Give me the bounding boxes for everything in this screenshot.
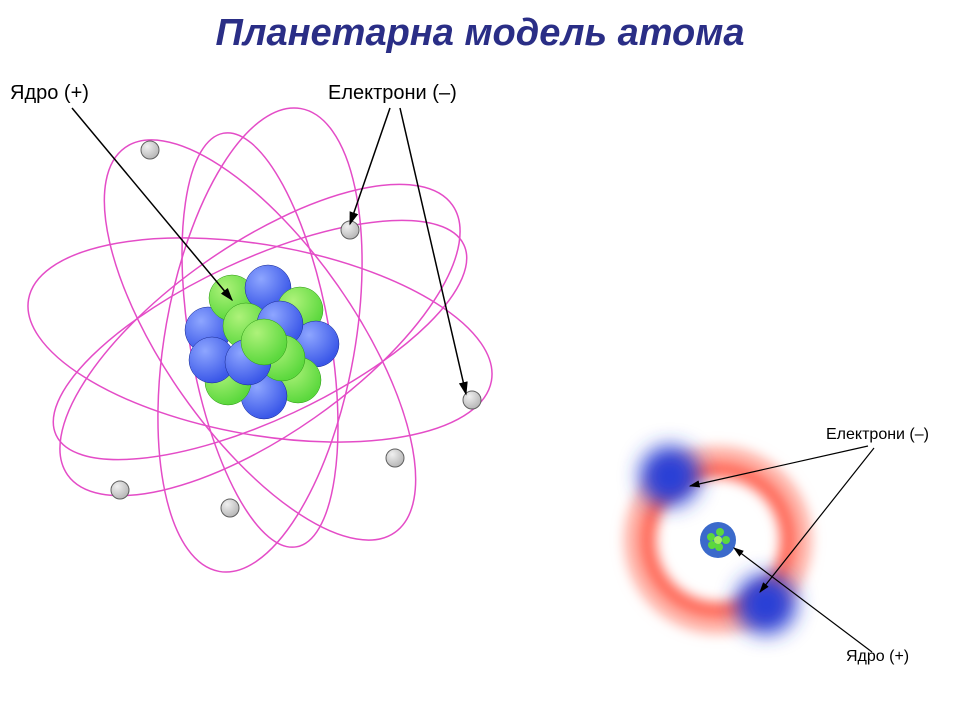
electron-cloud bbox=[640, 446, 700, 506]
diagram-svg bbox=[0, 0, 960, 720]
electron-cloud bbox=[736, 574, 796, 634]
small-nucleon bbox=[707, 533, 715, 541]
electron bbox=[141, 141, 159, 159]
small-nucleon bbox=[714, 536, 722, 544]
small-atom bbox=[624, 446, 874, 652]
small-nucleon bbox=[722, 536, 730, 544]
small-nucleon bbox=[715, 543, 723, 551]
small-nucleon bbox=[716, 528, 724, 536]
pointer-electron bbox=[400, 108, 466, 394]
electron bbox=[221, 499, 239, 517]
big-atom bbox=[12, 92, 508, 588]
pointer-electron bbox=[350, 108, 390, 224]
electron bbox=[386, 449, 404, 467]
pointer-nucleus bbox=[72, 108, 232, 300]
proton bbox=[241, 319, 287, 365]
electron bbox=[111, 481, 129, 499]
nucleus bbox=[185, 265, 339, 419]
